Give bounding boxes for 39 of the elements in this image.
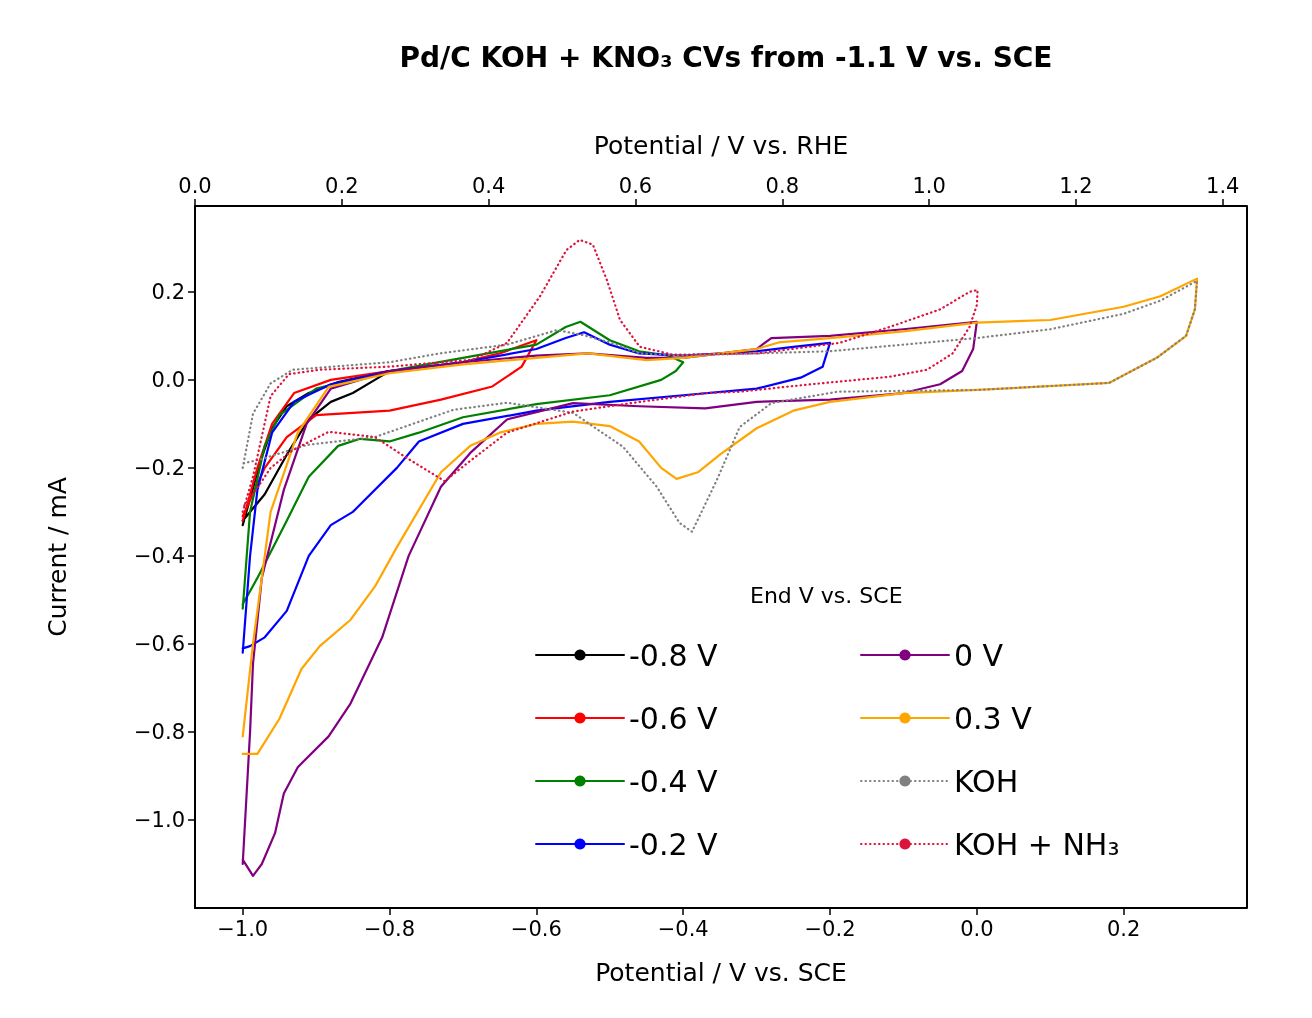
y-tick-label: 0.0 <box>151 367 185 392</box>
y-tick-label: −0.2 <box>134 455 185 480</box>
x2-tick-label: 0.2 <box>325 173 359 198</box>
x-tick-label: −0.2 <box>804 916 856 941</box>
legend-label: 0.3 V <box>954 700 1033 736</box>
legend-label: -0.2 V <box>629 826 719 862</box>
y-axis-title: Current / mA <box>43 477 72 637</box>
y-tick-label: 0.2 <box>151 279 185 304</box>
legend-label: -0.6 V <box>629 700 719 736</box>
line-series <box>241 277 1199 756</box>
x2-axis-title: Potential / V vs. RHE <box>593 131 849 160</box>
x2-tick-label: 1.2 <box>1059 173 1093 198</box>
x-tick-label: −1.0 <box>217 916 269 941</box>
y-tick-label: −0.4 <box>134 543 185 568</box>
y-tick-label: −1.0 <box>134 807 185 832</box>
legend-label: -0.8 V <box>629 637 719 673</box>
y-tick-label: −0.8 <box>134 719 185 744</box>
x2-tick-label: 0.6 <box>618 173 653 198</box>
x2-tick-label: 0.4 <box>471 173 506 198</box>
chart-title: Pd/C KOH + KNO₃ CVs from -1.1 V vs. SCE <box>399 40 1053 74</box>
x-tick-label: −0.8 <box>364 916 416 941</box>
x2-tick-label: 0.0 <box>178 173 212 198</box>
legend-label: KOH + NH₃ <box>954 826 1120 862</box>
legend-label: KOH <box>954 763 1019 799</box>
legend-label: -0.4 V <box>629 763 719 799</box>
line-series <box>241 279 1199 533</box>
x-tick-label: −0.6 <box>510 916 562 941</box>
line-series <box>241 238 979 513</box>
x-axis-title: Potential / V vs. SCE <box>595 958 847 987</box>
x-tick-label: −0.4 <box>657 916 709 941</box>
x2-tick-label: 1.0 <box>912 173 946 198</box>
y-tick-label: −0.6 <box>134 631 185 656</box>
x2-tick-label: 1.4 <box>1206 173 1240 198</box>
legend-title: End V vs. SCE <box>750 582 903 608</box>
line-series <box>241 320 685 610</box>
x-tick-label: 0.0 <box>960 916 994 941</box>
x2-tick-label: 0.8 <box>765 173 799 198</box>
x-tick-label: 0.2 <box>1106 916 1141 941</box>
legend-label: 0 V <box>954 637 1004 673</box>
